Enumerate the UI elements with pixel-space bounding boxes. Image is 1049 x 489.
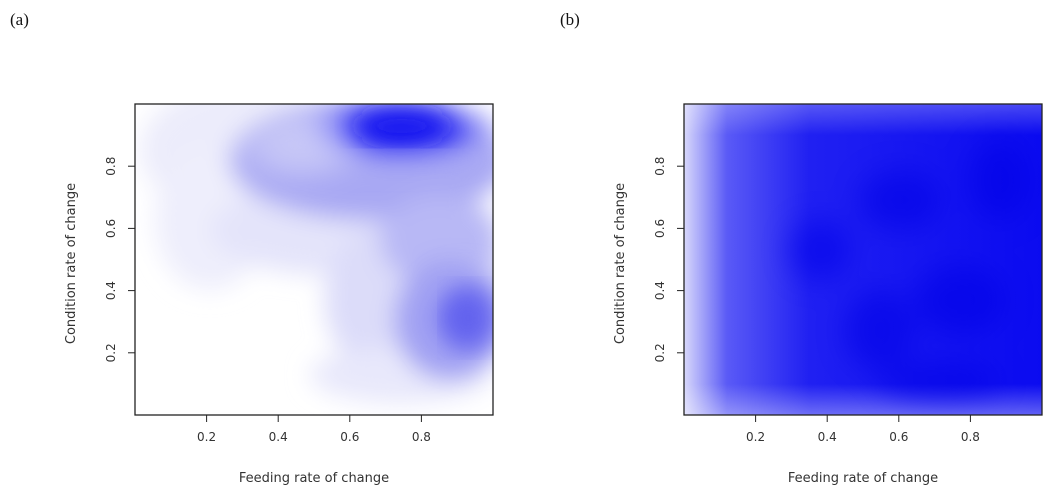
- y-tick-label-b: 0.6: [653, 219, 667, 238]
- axes-a: 0.2 0.4 0.6 0.8 0.2 0.4 0.6 0.8 Feeding rate of …: [64, 103, 494, 486]
- x-tick-label-a: 0.2: [197, 430, 216, 444]
- x-tick-label-b: 0.8: [961, 430, 980, 444]
- y-tick-label-a: 0.8: [104, 157, 118, 176]
- density-surface-b: [684, 104, 1042, 415]
- plot-frame-b: [683, 103, 1043, 416]
- x-axis-title-a: Feeding rate of change: [239, 471, 389, 486]
- x-tick-label-a: 0.4: [269, 430, 288, 444]
- x-axis-title-b: Feeding rate of change: [788, 471, 938, 486]
- x-tick-label-a: 0.8: [412, 430, 431, 444]
- y-tick-label-a: 0.6: [104, 219, 118, 238]
- y-tick-label-b: 0.8: [653, 157, 667, 176]
- density-surface-a: [135, 104, 493, 415]
- y-axis-title-a: Condition rate of change: [64, 183, 79, 344]
- x-tick-label-b: 0.2: [746, 430, 765, 444]
- y-tick-label-b: 0.2: [653, 343, 667, 362]
- x-tick-label-b: 0.4: [818, 430, 837, 444]
- panel-label-b: (b): [560, 10, 580, 29]
- panel-label-a: (a): [10, 10, 29, 29]
- y-tick-label-a: 0.4: [104, 281, 118, 300]
- axes-b: 0.2 0.4 0.6 0.8 0.2 0.4 0.6 0.8 Feeding rate of …: [613, 103, 1043, 486]
- y-tick-label-b: 0.4: [653, 281, 667, 300]
- y-axis-title-b: Condition rate of change: [613, 183, 628, 344]
- plot-frame-a: [134, 103, 494, 416]
- x-tick-label-a: 0.6: [340, 430, 359, 444]
- y-tick-label-a: 0.2: [104, 343, 118, 362]
- x-tick-label-b: 0.6: [889, 430, 908, 444]
